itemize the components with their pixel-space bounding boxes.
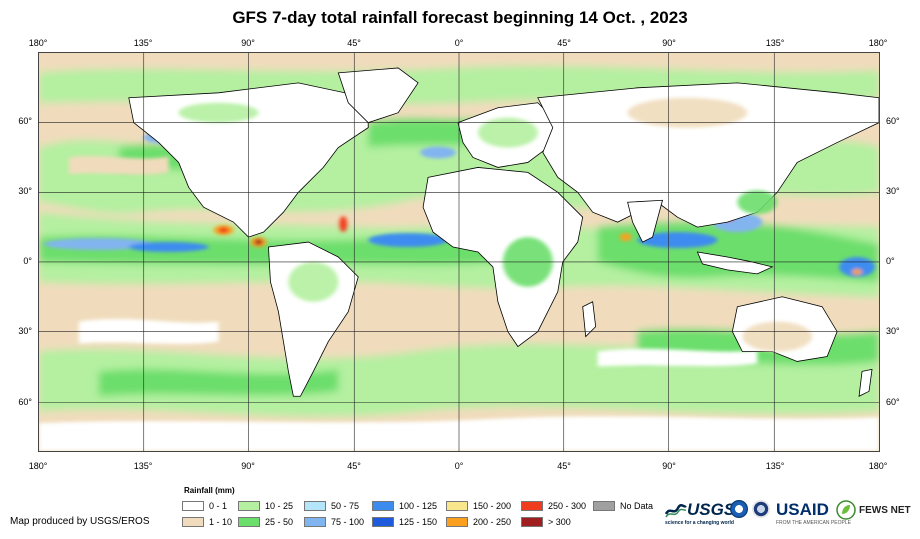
lat-label: 0° (23, 256, 32, 266)
nasa-seal-logo (752, 500, 770, 518)
legend-swatch (593, 501, 615, 511)
legend-item: 50 - 75 (304, 500, 359, 512)
lon-label: 0° (454, 461, 464, 471)
lat-label: 30° (886, 326, 900, 336)
legend-item: 100 - 125 (372, 500, 437, 512)
lat-label: 60° (18, 397, 32, 407)
fews-wordmark: FEWS NET (859, 504, 911, 516)
lon-label: 135° (765, 461, 785, 471)
lon-label: 90° (241, 38, 255, 48)
legend-swatch (182, 501, 204, 511)
legend-label: 50 - 75 (331, 501, 360, 511)
legend-label: 100 - 125 (399, 501, 438, 511)
legend-swatch (521, 501, 543, 511)
legend-swatch (446, 517, 468, 527)
legend-swatch (372, 501, 394, 511)
lon-label: 180° (868, 461, 888, 471)
nasa-seal-icon (752, 500, 770, 518)
legend-item: 150 - 200 (446, 500, 511, 512)
lon-label: 90° (241, 461, 255, 471)
legend-item: 25 - 50 (238, 516, 293, 528)
usaid-logo: USAID FROM THE AMERICAN PEOPLE (776, 500, 851, 526)
usaid-wordmark: USAID (776, 500, 829, 519)
legend-swatch (446, 501, 468, 511)
lon-label: 0° (454, 38, 464, 48)
usgs-wave-icon (665, 504, 687, 518)
usgs-wordmark: USGS (687, 500, 736, 519)
noaa-seal-icon (730, 500, 748, 518)
lon-label: 45° (347, 461, 361, 471)
legend-item: 1 - 10 (182, 516, 232, 528)
legend-label: 250 - 300 (548, 501, 587, 511)
legend-item: 125 - 150 (372, 516, 437, 528)
heavy-rain-zones (43, 131, 876, 277)
legend-label: 10 - 25 (265, 501, 294, 511)
legend-item: 250 - 300 (521, 500, 586, 512)
lat-label: 30° (18, 326, 32, 336)
usgs-tagline: science for a changing world (665, 520, 734, 526)
lon-label: 45° (347, 38, 361, 48)
lat-label: 60° (886, 397, 900, 407)
legend-swatch (372, 517, 394, 527)
map-title: GFS 7-day total rainfall forecast beginn… (232, 8, 688, 27)
credit-text: Map produced by USGS/EROS (10, 516, 150, 527)
legend-label: > 300 (548, 517, 571, 527)
lon-label: 135° (133, 38, 153, 48)
legend-label: 125 - 150 (399, 517, 438, 527)
legend-item: 200 - 250 (446, 516, 511, 528)
lon-label: 135° (133, 461, 153, 471)
lon-label: 45° (557, 38, 571, 48)
lat-label: 60° (18, 116, 32, 126)
legend-swatch (238, 517, 260, 527)
land-rainfall (178, 97, 813, 352)
legend-label: 75 - 100 (331, 517, 365, 527)
lon-label: 45° (557, 461, 571, 471)
legend-label: 150 - 200 (473, 501, 512, 511)
fews-net-logo: FEWS NET (836, 500, 911, 520)
usaid-tagline: FROM THE AMERICAN PEOPLE (776, 520, 851, 526)
legend-item: 10 - 25 (238, 500, 293, 512)
legend-item: No Data (593, 500, 653, 512)
lat-label: 30° (18, 186, 32, 196)
rainfall-map (38, 52, 880, 452)
legend-swatch (182, 517, 204, 527)
legend-label: 1 - 10 (209, 517, 233, 527)
legend-item: 0 - 1 (182, 500, 227, 512)
noaa-logo (730, 500, 748, 518)
graticule (39, 53, 879, 451)
lon-label: 90° (662, 461, 676, 471)
fews-leaf-icon (836, 500, 856, 520)
lat-label: 60° (886, 116, 900, 126)
legend-label: 200 - 250 (473, 517, 512, 527)
legend-swatch (238, 501, 260, 511)
lon-label: 180° (28, 38, 48, 48)
usgs-logo: USGS science for a changing world (665, 500, 736, 526)
legend-label: No Data (620, 501, 654, 511)
lon-label: 180° (28, 461, 48, 471)
lon-label: 135° (765, 38, 785, 48)
legend-label: 0 - 1 (209, 501, 228, 511)
lon-label: 90° (662, 38, 676, 48)
legend-title: Rainfall (mm) (184, 486, 235, 495)
legend-item: > 300 (521, 516, 571, 528)
lon-label: 180° (868, 38, 888, 48)
lat-label: 0° (886, 256, 895, 266)
legend-item: 75 - 100 (304, 516, 364, 528)
lat-label: 30° (886, 186, 900, 196)
legend-swatch (304, 501, 326, 511)
legend-swatch (304, 517, 326, 527)
legend-swatch (521, 517, 543, 527)
legend-label: 25 - 50 (265, 517, 294, 527)
